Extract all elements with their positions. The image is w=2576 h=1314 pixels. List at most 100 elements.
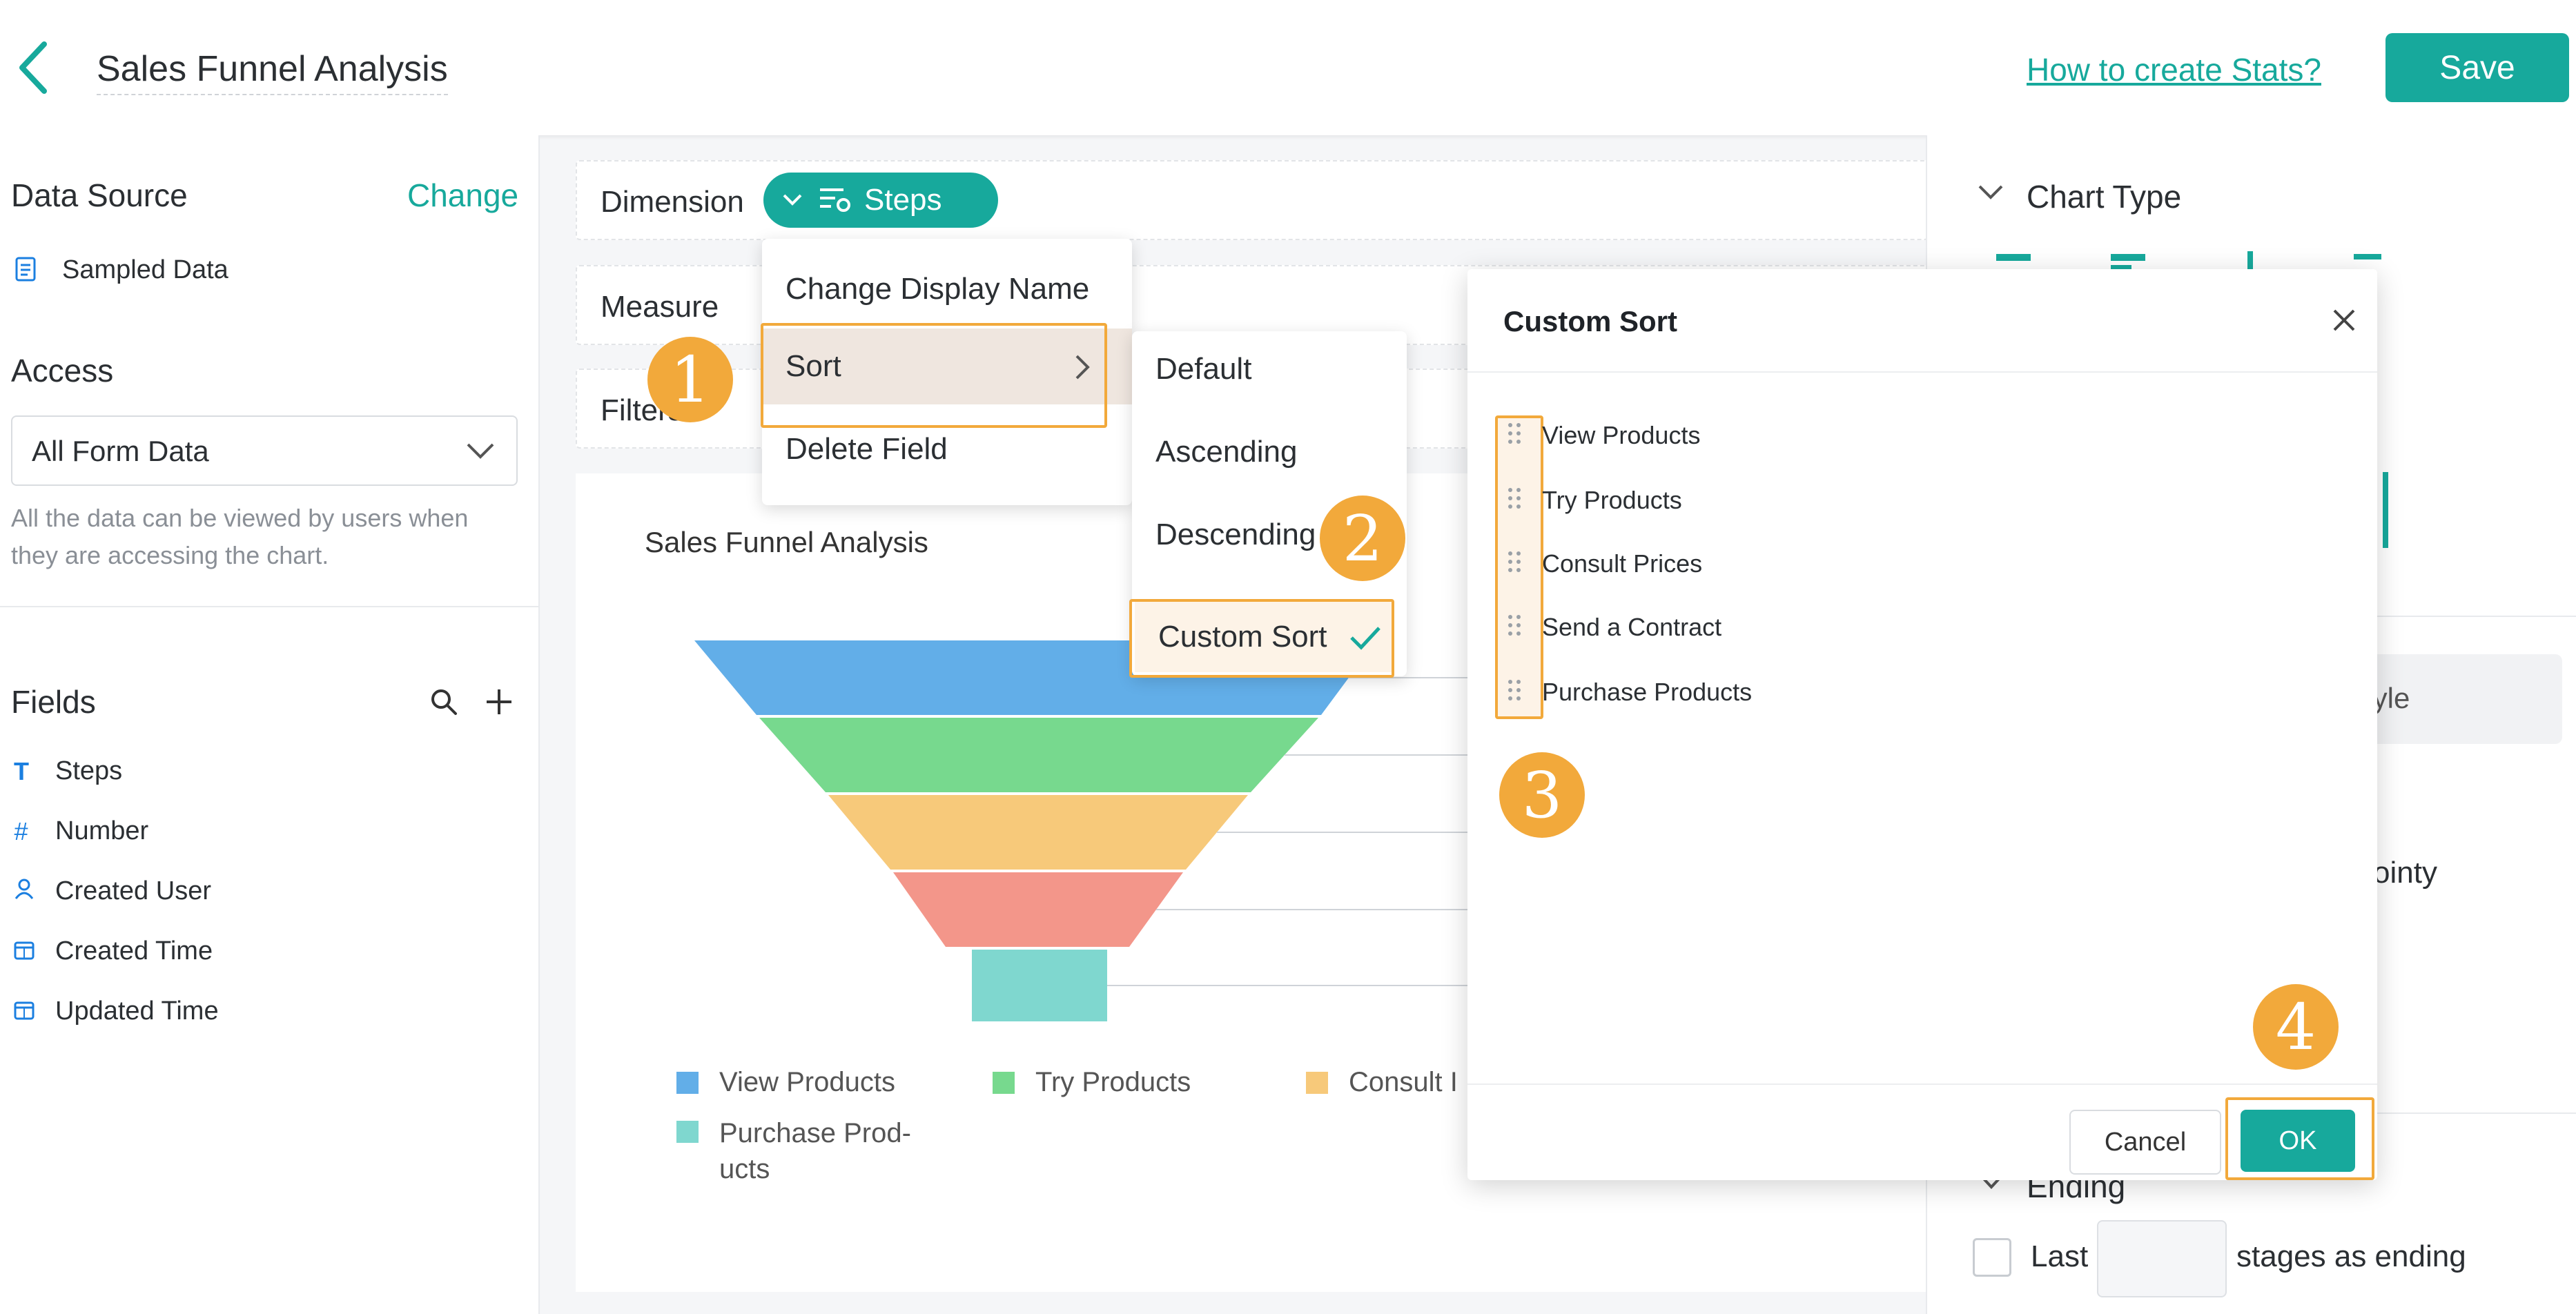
back-arrow-icon[interactable] — [15, 40, 51, 95]
legend-swatch — [676, 1121, 699, 1143]
legend-item[interactable]: Purchase Prod- ucts — [676, 1115, 911, 1187]
checkmark-icon — [1350, 627, 1380, 650]
measure-label: Measure — [601, 290, 719, 324]
funnel-layer[interactable] — [828, 795, 1248, 870]
sort-item-label: Consult Prices — [1542, 549, 1703, 578]
sort-option-descending[interactable]: Descending — [1155, 518, 1316, 551]
field-item-created-user[interactable]: Created User — [14, 876, 211, 906]
legend-item[interactable]: Consult I — [1306, 1067, 1458, 1098]
sort-option-custom-sort-label: Custom Sort — [1158, 620, 1327, 654]
menu-item-sort[interactable]: Sort — [762, 328, 1132, 404]
ending-stage-input[interactable] — [2097, 1220, 2227, 1297]
pointy-option-label: ointy — [2373, 856, 2437, 890]
sort-list-item[interactable]: Try Products — [1508, 469, 1682, 531]
close-icon[interactable] — [2330, 306, 2358, 334]
sort-submenu: Default Ascending Descending Custom Sort — [1132, 331, 1407, 676]
menu-item-sort-label: Sort — [786, 349, 841, 383]
field-item-created-time[interactable]: Created Time — [14, 937, 213, 966]
help-link[interactable]: How to create Stats? — [2027, 52, 2321, 88]
cancel-button[interactable]: Cancel — [2069, 1110, 2221, 1175]
save-button[interactable]: Save — [2385, 33, 2569, 102]
field-label: Number — [55, 816, 149, 845]
drag-handles-highlight — [1495, 415, 1543, 719]
ending-last-label: Last — [2031, 1239, 2089, 1273]
sort-list-item[interactable]: Send a Contract — [1508, 596, 1722, 658]
menu-item-delete-field[interactable]: Delete Field — [786, 432, 948, 466]
funnel-layer[interactable] — [972, 950, 1107, 1021]
legend-label: Try Products — [1035, 1067, 1191, 1097]
funnel-layer[interactable] — [759, 718, 1318, 792]
step-badge-4: 4 — [2253, 984, 2339, 1070]
ok-highlight-box — [2225, 1097, 2374, 1180]
field-item-steps[interactable]: T Steps — [14, 756, 122, 786]
dialog-title: Custom Sort — [1503, 305, 1677, 337]
dimension-pill-steps[interactable]: Steps — [763, 173, 998, 228]
calendar-icon — [14, 937, 55, 966]
access-select[interactable]: All Form Data — [11, 415, 518, 486]
chevron-down-icon — [467, 443, 494, 459]
step-badge-3: 3 — [1499, 752, 1585, 838]
data-source-heading: Data Source — [11, 177, 188, 213]
dialog-footer-divider — [1467, 1083, 2377, 1085]
field-label: Steps — [55, 756, 123, 785]
field-item-updated-time[interactable]: Updated Time — [14, 997, 219, 1026]
calendar-icon — [14, 997, 55, 1026]
text-type-icon: T — [14, 756, 29, 785]
sort-option-ascending[interactable]: Ascending — [1155, 435, 1298, 469]
field-context-menu: Change Display Name Sort Delete Field — [762, 239, 1132, 505]
legend-swatch — [676, 1071, 699, 1094]
chart-title: Sales Funnel Analysis — [645, 526, 928, 558]
chevron-down-icon[interactable] — [1980, 1175, 2003, 1191]
user-icon — [14, 877, 55, 906]
legend-label: View Products — [719, 1067, 895, 1097]
dialog-header-divider — [1467, 371, 2377, 373]
sort-list-item[interactable]: Purchase Products — [1508, 661, 1753, 723]
legend-item[interactable]: Try Products — [993, 1067, 1191, 1098]
ok-button[interactable]: OK — [2241, 1110, 2355, 1172]
sort-item-label: Try Products — [1542, 486, 1682, 514]
chart-type-partial-border — [2369, 472, 2388, 548]
ending-checkbox[interactable] — [1973, 1238, 2011, 1277]
drag-handle-icon[interactable] — [1506, 486, 1523, 511]
sort-option-custom-sort[interactable]: Custom Sort — [1135, 602, 1394, 672]
legend-swatch — [993, 1071, 1015, 1094]
access-heading: Access — [11, 353, 114, 389]
field-item-number[interactable]: # Number — [14, 816, 148, 846]
chevron-right-icon — [1075, 355, 1090, 380]
access-note: All the data can be viewed by users when… — [11, 504, 469, 569]
funnel-layer[interactable] — [893, 872, 1183, 947]
dimension-slot[interactable]: Dimension Steps — [576, 160, 1929, 240]
chart-type-icons[interactable] — [1996, 251, 2410, 286]
field-label: Created User — [55, 876, 211, 905]
drag-handle-icon[interactable] — [1506, 613, 1523, 638]
legend-label: Consult I — [1349, 1067, 1458, 1097]
sort-item-label: Purchase Products — [1542, 678, 1753, 706]
drag-handle-icon[interactable] — [1506, 678, 1523, 703]
change-source-link[interactable]: Change — [407, 177, 519, 213]
access-select-value: All Form Data — [32, 435, 209, 467]
custom-sort-dialog: Custom Sort View Products Try Products Con… — [1467, 269, 2377, 1180]
search-icon[interactable] — [429, 687, 458, 716]
sidebar-divider — [0, 606, 538, 607]
sort-list-item[interactable]: Consult Prices — [1508, 533, 1703, 595]
step-badge-1: 1 — [647, 337, 733, 422]
legend-item[interactable]: View Products — [676, 1067, 895, 1098]
dimension-pill-label: Steps — [864, 183, 942, 217]
menu-item-change-display-name[interactable]: Change Display Name — [786, 272, 1090, 306]
sort-item-label: View Products — [1542, 421, 1701, 449]
sort-option-default[interactable]: Default — [1155, 352, 1252, 386]
drag-handle-icon[interactable] — [1506, 549, 1523, 574]
number-type-icon: # — [14, 816, 28, 845]
document-icon — [15, 257, 36, 282]
chevron-down-icon[interactable] — [1977, 184, 2004, 203]
chart-type-heading: Chart Type — [2027, 179, 2182, 215]
drag-handle-icon[interactable] — [1506, 421, 1523, 446]
sort-list-item[interactable]: View Products — [1508, 404, 1701, 467]
field-label: Created Time — [55, 937, 213, 965]
ending-stages-label: stages as ending — [2236, 1239, 2466, 1273]
step-badge-2: 2 — [1320, 496, 1405, 581]
sort-item-label: Send a Contract — [1542, 613, 1722, 641]
left-sidebar: Data Source Change Sampled Data Access A… — [0, 135, 540, 1314]
page-title[interactable]: Sales Funnel Analysis — [97, 48, 448, 95]
add-field-icon[interactable] — [485, 687, 514, 716]
